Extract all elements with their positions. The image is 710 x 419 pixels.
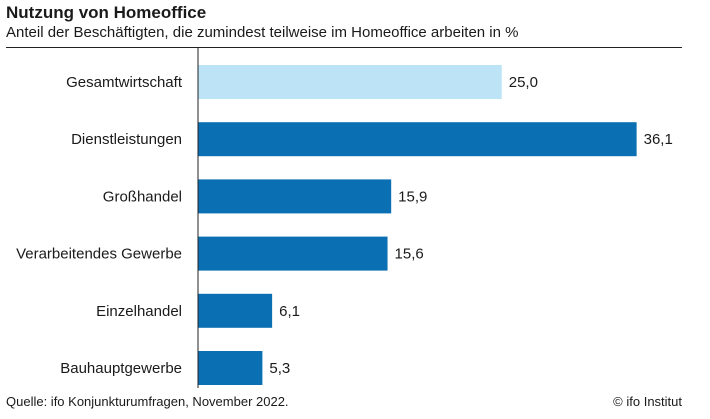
category-label: Einzelhandel [96, 303, 182, 320]
bar-chart: Gesamtwirtschaft 25,0 Dienstleistungen 36,1… [16, 48, 673, 388]
bar-dienstleistungen [198, 122, 637, 157]
chart-title: Nutzung von Homeoffice [6, 3, 207, 22]
copyright-note: © ifo Institut [613, 394, 682, 409]
value-label: 15,9 [398, 188, 427, 205]
category-label: Großhandel [103, 188, 182, 205]
category-label: Bauhauptgewerbe [60, 360, 182, 377]
value-label: 6,1 [279, 303, 300, 320]
title-divider [6, 47, 682, 48]
bar-bauhauptgewerbe [198, 351, 263, 385]
bars-group: Gesamtwirtschaft 25,0 Dienstleistungen 36,1… [16, 65, 673, 385]
bar-gesamtwirtschaft [198, 65, 502, 99]
chart-subtitle: Anteil der Beschäftigten, die zumindest … [6, 24, 519, 41]
bar-verarbeitendes-gewerbe [198, 236, 388, 271]
bar-gro-handel [198, 179, 392, 214]
category-label: Gesamtwirtschaft [66, 74, 183, 91]
value-label: 36,1 [644, 131, 673, 148]
bar-einzelhandel [198, 293, 273, 328]
value-label: 5,3 [269, 360, 290, 377]
value-label: 25,0 [509, 74, 538, 91]
category-label: Verarbeitendes Gewerbe [16, 246, 182, 263]
category-label: Dienstleistungen [71, 131, 182, 148]
source-note: Quelle: ifo Konjunkturumfragen, November… [6, 394, 289, 409]
value-label: 15,6 [395, 246, 424, 263]
